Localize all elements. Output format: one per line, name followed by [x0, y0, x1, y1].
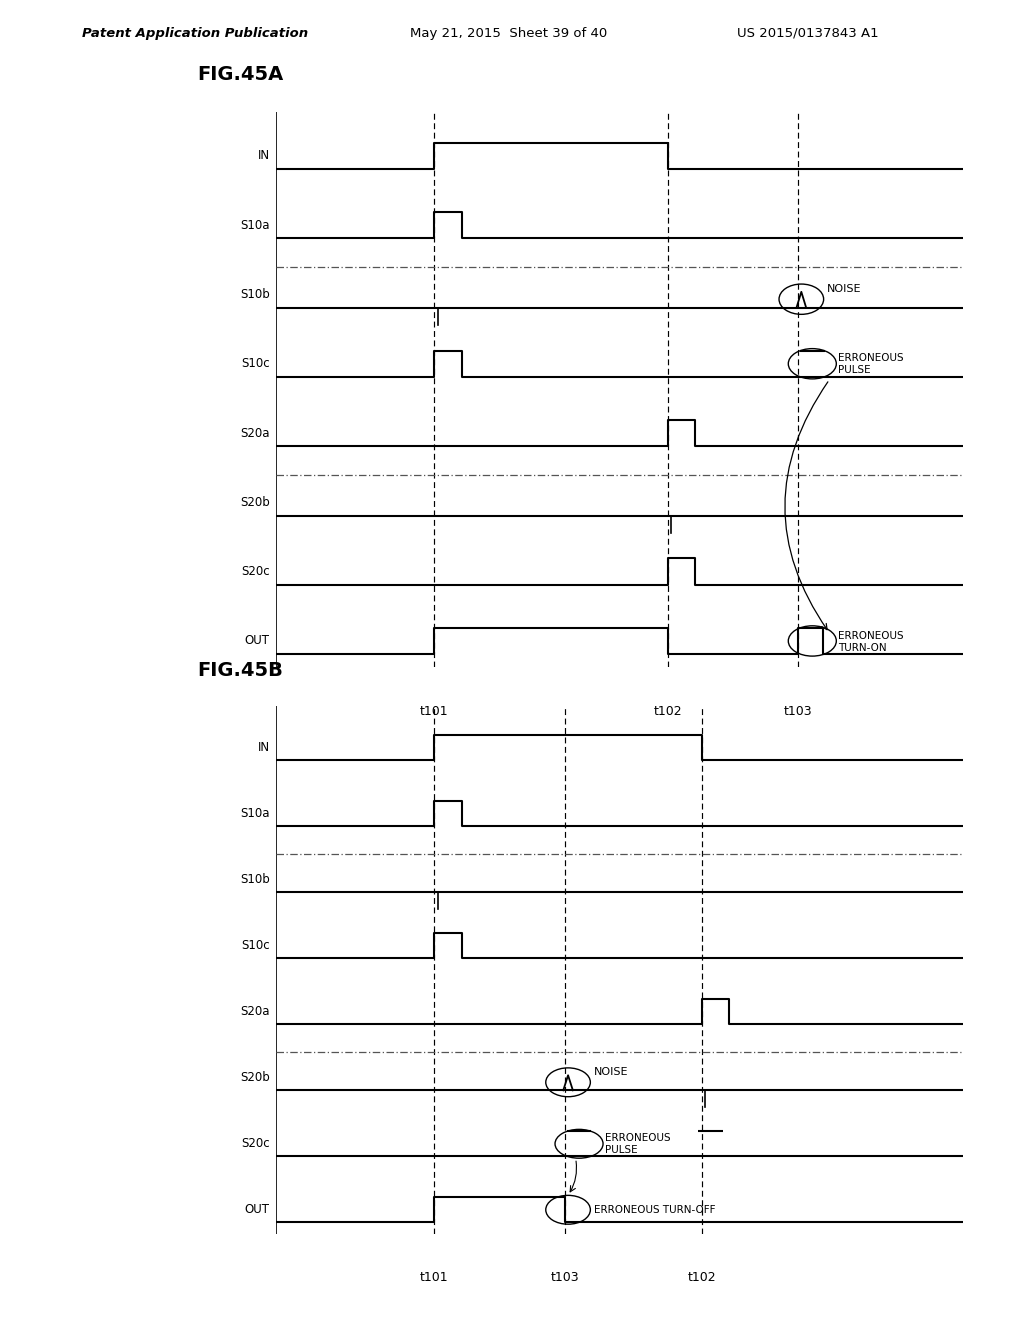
Text: t103: t103: [550, 1271, 579, 1284]
Text: S20b: S20b: [240, 496, 269, 508]
Text: t102: t102: [687, 1271, 716, 1284]
Text: OUT: OUT: [245, 1204, 269, 1216]
Text: IN: IN: [257, 149, 269, 162]
Text: S10c: S10c: [241, 940, 269, 952]
Text: S10b: S10b: [240, 288, 269, 301]
Text: IN: IN: [257, 742, 269, 754]
Text: US 2015/0137843 A1: US 2015/0137843 A1: [737, 26, 879, 40]
Text: Patent Application Publication: Patent Application Publication: [82, 26, 308, 40]
Text: S10a: S10a: [240, 808, 269, 820]
Text: t101: t101: [420, 1271, 449, 1284]
Text: S10c: S10c: [241, 358, 269, 370]
Text: t102: t102: [653, 705, 682, 718]
Text: S20a: S20a: [240, 1006, 269, 1018]
Text: S20b: S20b: [240, 1072, 269, 1084]
Text: FIG.45A: FIG.45A: [198, 66, 284, 84]
Text: t103: t103: [783, 705, 812, 718]
Text: S20c: S20c: [241, 565, 269, 578]
Text: OUT: OUT: [245, 635, 269, 647]
Text: ERRONEOUS
PULSE: ERRONEOUS PULSE: [605, 1133, 671, 1155]
Text: ERRONEOUS TURN-OFF: ERRONEOUS TURN-OFF: [594, 1205, 716, 1214]
Text: S10b: S10b: [240, 874, 269, 886]
Text: NOISE: NOISE: [594, 1068, 628, 1077]
Text: ERRONEOUS
TURN-ON: ERRONEOUS TURN-ON: [839, 631, 904, 653]
Text: ERRONEOUS
PULSE: ERRONEOUS PULSE: [839, 352, 904, 375]
Text: t101: t101: [420, 705, 449, 718]
Text: NOISE: NOISE: [826, 284, 861, 293]
Text: FIG.45B: FIG.45B: [198, 661, 284, 680]
Text: S20c: S20c: [241, 1138, 269, 1150]
Text: May 21, 2015  Sheet 39 of 40: May 21, 2015 Sheet 39 of 40: [410, 26, 607, 40]
Text: S20a: S20a: [240, 426, 269, 440]
Text: S10a: S10a: [240, 219, 269, 231]
